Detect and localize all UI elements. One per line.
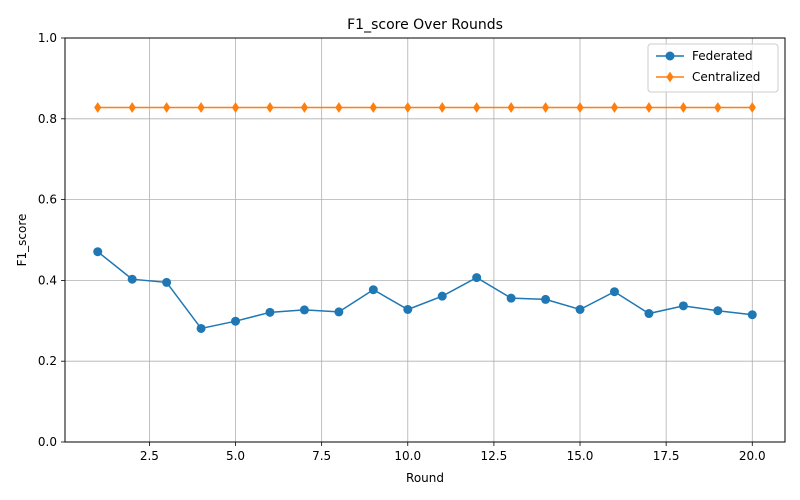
x-tick-label: 10.0 bbox=[394, 449, 421, 463]
x-tick-label: 2.5 bbox=[140, 449, 159, 463]
federated-point bbox=[162, 277, 172, 287]
federated-point bbox=[231, 316, 241, 326]
chart-title: F1_score Over Rounds bbox=[347, 17, 503, 33]
legend-marker-federated bbox=[665, 51, 675, 61]
federated-point bbox=[299, 305, 309, 315]
x-tick-label: 17.5 bbox=[653, 449, 680, 463]
centralized-point bbox=[163, 102, 171, 113]
centralized-point bbox=[266, 102, 274, 113]
federated-point bbox=[437, 291, 447, 301]
y-tick-label: 0.8 bbox=[38, 112, 57, 126]
centralized-point bbox=[438, 102, 446, 113]
y-tick-label: 0.0 bbox=[38, 435, 57, 449]
centralized-point bbox=[610, 102, 619, 113]
centralized-point bbox=[748, 102, 756, 113]
ticks-layer: 2.5 5.0 7.5 10.0 12.5 15.0 17.5 20.0 0.0 0.2 0.4 0.… bbox=[38, 31, 766, 463]
centralized-point bbox=[335, 102, 343, 113]
x-tick-label: 7.5 bbox=[312, 449, 331, 463]
centralized-point bbox=[300, 102, 309, 113]
y-tick-label: 0.6 bbox=[38, 193, 57, 207]
federated-line bbox=[97, 251, 753, 330]
x-tick-label: 15.0 bbox=[567, 449, 594, 463]
x-tick-label: 5.0 bbox=[226, 449, 245, 463]
federated-point bbox=[644, 309, 654, 319]
federated-point bbox=[541, 294, 551, 304]
centralized-point bbox=[197, 102, 205, 113]
centralized-point bbox=[714, 102, 722, 113]
centralized-point bbox=[507, 102, 515, 113]
federated-point bbox=[609, 287, 619, 297]
legend-label-centralized: Centralized bbox=[692, 70, 760, 84]
centralized-point bbox=[369, 102, 377, 113]
legend: Federated Centralized bbox=[647, 43, 779, 93]
y-axis-label: F1_score bbox=[15, 214, 29, 267]
legend-marker-centralized bbox=[666, 71, 674, 83]
federated-point bbox=[403, 304, 413, 314]
y-tick-label: 0.2 bbox=[38, 354, 57, 368]
centralized-point bbox=[541, 102, 550, 113]
y-tick-label: 1.0 bbox=[38, 31, 57, 45]
centralized-point bbox=[231, 102, 240, 113]
federated-point bbox=[713, 306, 723, 316]
series-centralized bbox=[94, 102, 756, 113]
federated-point bbox=[265, 307, 275, 317]
federated-point bbox=[196, 323, 206, 333]
federated-point bbox=[93, 247, 103, 257]
series-layer bbox=[93, 102, 757, 333]
centralized-point bbox=[473, 102, 481, 113]
series-federated bbox=[93, 247, 757, 333]
grid-layer bbox=[65, 37, 785, 443]
y-tick-label: 0.4 bbox=[38, 273, 57, 287]
plot-frame bbox=[64, 37, 786, 443]
legend-label-federated: Federated bbox=[692, 49, 753, 63]
federated-point bbox=[127, 274, 137, 284]
federated-point bbox=[368, 285, 378, 295]
federated-point bbox=[678, 301, 688, 311]
centralized-point bbox=[576, 102, 584, 113]
centralized-point bbox=[94, 102, 102, 113]
centralized-point bbox=[645, 102, 653, 113]
centralized-point bbox=[404, 102, 412, 113]
federated-point bbox=[575, 304, 585, 314]
centralized-point bbox=[128, 102, 136, 113]
x-tick-label: 12.5 bbox=[481, 449, 508, 463]
federated-point bbox=[747, 310, 757, 320]
federated-point bbox=[506, 293, 516, 303]
x-tick-label: 20.0 bbox=[739, 449, 766, 463]
x-axis-label: Round bbox=[406, 471, 444, 485]
federated-point bbox=[334, 307, 344, 317]
centralized-point bbox=[679, 102, 687, 113]
federated-point bbox=[472, 273, 482, 283]
